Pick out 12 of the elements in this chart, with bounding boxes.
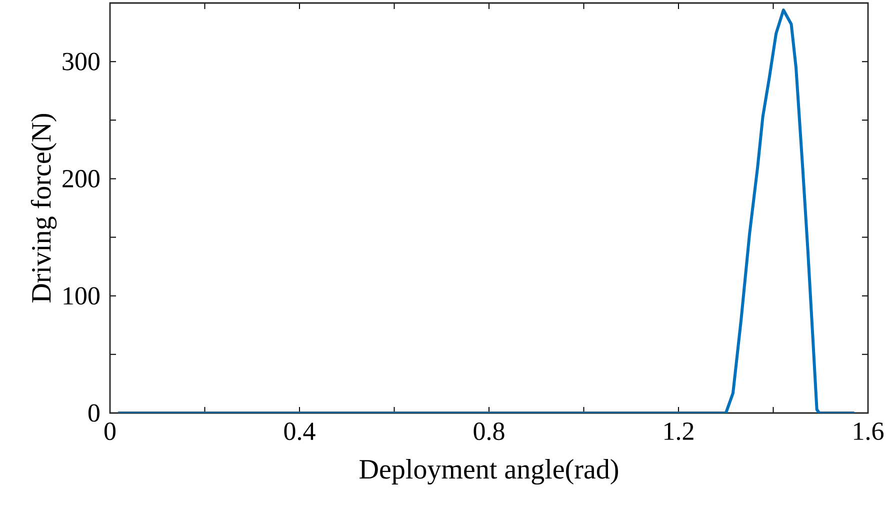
x-tick-label: 1.6 — [854, 422, 884, 440]
x-tick-label: 0.8 — [474, 422, 504, 440]
x-axis-title: Deployment angle(rad) — [360, 459, 618, 485]
line-series — [116, 8, 856, 413]
x-tick-label: 0 — [104, 422, 116, 440]
y-tick-label: 0 — [88, 404, 100, 422]
y-tick-label: 200 — [62, 170, 100, 188]
x-tick-label: 1.2 — [664, 422, 694, 440]
y-axis-title: Driving force(N) — [30, 114, 57, 302]
x-tick-label: 0.4 — [284, 422, 316, 440]
y-tick-label: 100 — [64, 287, 100, 305]
y-tick-label: 300 — [62, 52, 100, 70]
